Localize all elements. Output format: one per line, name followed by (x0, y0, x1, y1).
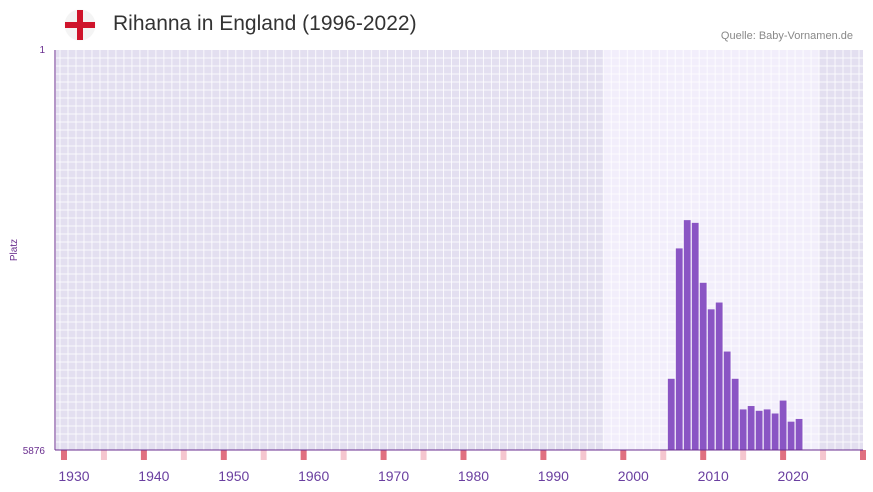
decade-marker-1958 (300, 450, 307, 460)
half-decade-marker-2023 (820, 450, 827, 460)
bar-2019 (787, 421, 795, 450)
half-decade-marker-1943 (180, 450, 187, 460)
bar-2015 (755, 410, 763, 450)
x-tick-label-2010: 2010 (698, 468, 729, 484)
x-tick-label-1940: 1940 (138, 468, 169, 484)
bar-2010 (715, 302, 723, 450)
bar-2012 (731, 378, 739, 450)
decade-marker-2018 (780, 450, 787, 460)
england-flag-icon (64, 9, 96, 41)
bar-2008 (699, 282, 707, 450)
bar-2016 (763, 409, 771, 450)
chart-title: Rihanna in England (1996-2022) (113, 12, 417, 35)
x-tick-label-1960: 1960 (298, 468, 329, 484)
decade-marker-2028 (860, 450, 866, 460)
decade-marker-1928 (60, 450, 67, 460)
half-decade-marker-1993 (580, 450, 587, 460)
bar-2009 (707, 309, 715, 450)
bar-2006 (683, 220, 691, 450)
half-decade-marker-2013 (740, 450, 747, 460)
y-tick-label-top: 1 (39, 45, 45, 56)
x-tick-label-1950: 1950 (218, 468, 249, 484)
y-axis-title: Platz (9, 239, 20, 261)
x-tick-label-1970: 1970 (378, 468, 409, 484)
bar-2017 (771, 413, 779, 450)
bar-2018 (779, 400, 787, 450)
half-decade-marker-1983 (500, 450, 507, 460)
bar-2004 (667, 378, 675, 450)
decade-marker-1948 (220, 450, 227, 460)
bar-2013 (739, 409, 747, 450)
x-tick-label-1930: 1930 (58, 468, 89, 484)
bar-2005 (675, 248, 683, 450)
half-decade-marker-1963 (340, 450, 347, 460)
x-tick-label-1990: 1990 (538, 468, 569, 484)
y-tick-label-bottom: 5876 (23, 446, 46, 457)
half-decade-marker-1933 (100, 450, 107, 460)
bar-2014 (747, 406, 755, 450)
half-decade-marker-2003 (660, 450, 667, 460)
bar-2020 (795, 418, 803, 450)
bar-2007 (691, 222, 699, 450)
x-tick-label-2020: 2020 (778, 468, 809, 484)
decade-marker-1978 (460, 450, 467, 460)
half-decade-marker-1973 (420, 450, 427, 460)
x-tick-label-1980: 1980 (458, 468, 489, 484)
bar-series (667, 220, 803, 450)
x-tick-label-2000: 2000 (618, 468, 649, 484)
axes (54, 50, 863, 451)
decade-marker-1938 (140, 450, 147, 460)
decade-marker-1998 (620, 450, 627, 460)
axis-labels: 1 5876 Platz 1930 1940 1950 1960 1970 1980 1990 20… (9, 45, 809, 484)
source-credit: Quelle: Baby-Vornamen.de (720, 30, 853, 42)
decade-marker-2008 (700, 450, 707, 460)
decade-marker-1968 (380, 450, 387, 460)
decade-marker-1988 (540, 450, 547, 460)
grid-lines (56, 50, 863, 450)
half-decade-marker-1953 (260, 450, 267, 460)
bar-2011 (723, 351, 731, 450)
year-markers (60, 450, 866, 460)
